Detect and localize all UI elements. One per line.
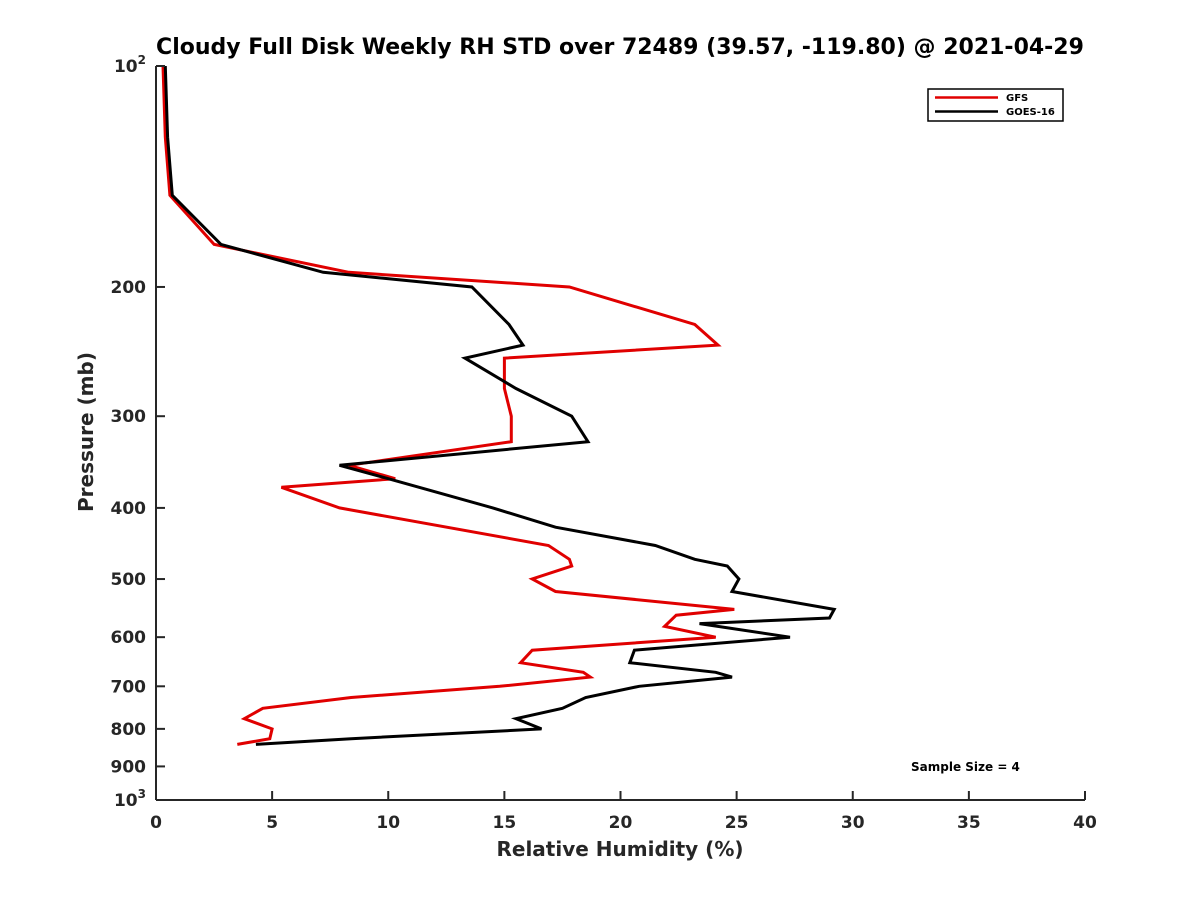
y-tick-label: 800 (111, 720, 147, 740)
legend-label-gfs: GFS (1006, 93, 1028, 104)
y-tick-label: 103 (114, 787, 146, 811)
legend: GFS GOES-16 (927, 88, 1064, 122)
x-tick-label: 35 (957, 813, 981, 833)
series-line-gfs (161, 65, 735, 746)
x-tick-label: 10 (376, 813, 400, 833)
plot-area: 0 5 10 15 20 25 30 35 40 102 200 300 400 500 600 700 800… (111, 53, 1097, 833)
chart-title: Cloudy Full Disk Weekly RH STD over 7248… (156, 35, 1084, 60)
ticks-group: 0 5 10 15 20 25 30 35 40 102 200 300 400 500 600 700 800… (111, 53, 1097, 833)
series-line-goes16 (163, 65, 837, 746)
y-tick-label: 200 (111, 278, 147, 298)
y-tick-label: 300 (111, 407, 147, 427)
series-group (161, 65, 837, 746)
y-tick-label: 500 (111, 570, 147, 590)
y-tick-label: 400 (111, 499, 147, 519)
y-tick-label: 900 (111, 757, 147, 777)
x-axis-label: Relative Humidity (%) (496, 837, 743, 861)
y-axis-label: Pressure (mb) (74, 352, 98, 512)
legend-label-goes16: GOES-16 (1006, 107, 1055, 118)
y-tick-label: 102 (114, 53, 146, 77)
x-tick-label: 5 (266, 813, 278, 833)
sample-size-annotation: Sample Size = 4 (911, 760, 1020, 774)
x-tick-label: 0 (150, 813, 162, 833)
x-tick-label: 20 (609, 813, 633, 833)
x-tick-label: 40 (1073, 813, 1097, 833)
y-tick-label: 700 (111, 677, 147, 697)
x-tick-label: 30 (841, 813, 865, 833)
legend-box (927, 88, 1064, 122)
y-tick-label: 600 (111, 628, 147, 648)
x-tick-label: 15 (493, 813, 517, 833)
x-tick-label: 25 (725, 813, 749, 833)
